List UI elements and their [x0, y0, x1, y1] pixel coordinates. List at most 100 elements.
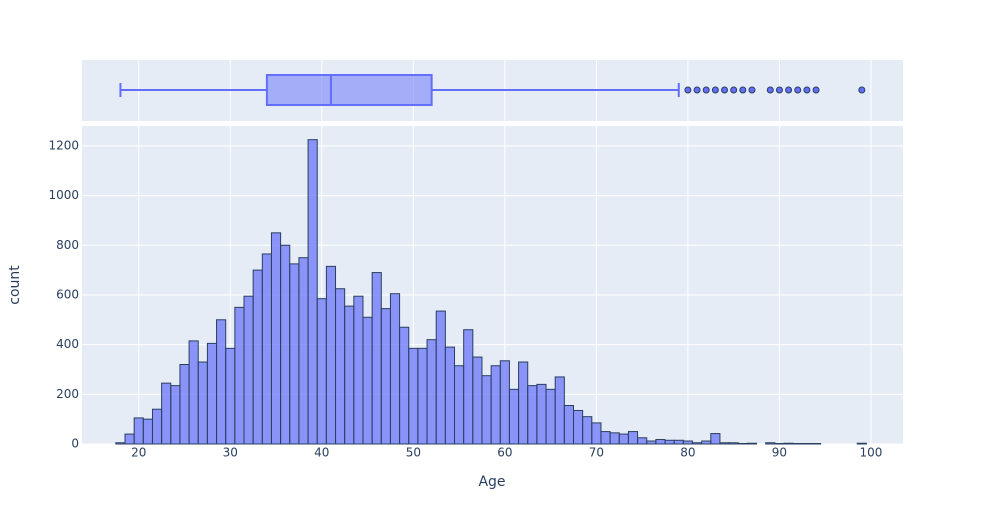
bar	[646, 440, 657, 445]
x-tick-label: 50	[406, 446, 421, 460]
bar	[261, 253, 272, 445]
marks: 0 200 400 600 800 1000 1200 20 30 40 50 60 70 80 90 100	[48, 60, 903, 460]
bar	[170, 385, 181, 445]
x-axis-title: Age	[478, 474, 505, 490]
bar	[161, 382, 172, 445]
bar	[563, 404, 575, 445]
bar	[682, 440, 693, 445]
bar	[179, 364, 190, 445]
bar	[188, 340, 199, 445]
bar	[710, 433, 721, 445]
bar	[508, 388, 520, 445]
bar	[133, 417, 144, 445]
outlier	[775, 86, 783, 94]
bar	[627, 431, 639, 445]
bar	[536, 383, 547, 445]
bar	[115, 442, 126, 445]
bar	[527, 385, 538, 445]
bar	[618, 433, 629, 445]
bar	[444, 346, 456, 445]
bar	[435, 310, 446, 445]
bar	[673, 439, 684, 445]
outlier	[812, 86, 820, 94]
x-tick-label: 100	[860, 446, 883, 460]
x-tick-label: 90	[772, 446, 787, 460]
y-tick-label: 400	[56, 337, 79, 351]
bar	[289, 263, 300, 445]
bar	[518, 361, 529, 445]
bar	[701, 440, 712, 445]
bar	[225, 347, 236, 445]
x-tick-label: 20	[131, 446, 146, 460]
bar	[463, 329, 474, 445]
bar	[280, 244, 291, 445]
outlier	[711, 86, 719, 94]
bar	[380, 308, 391, 445]
bar	[719, 442, 730, 445]
bar	[746, 442, 758, 445]
bar	[335, 288, 346, 445]
bar	[252, 269, 263, 445]
bar	[481, 375, 492, 445]
bar	[856, 442, 867, 445]
bar	[399, 326, 410, 445]
bar	[637, 437, 648, 445]
outlier	[794, 86, 802, 94]
x-tick-label: 40	[314, 446, 329, 460]
bar	[582, 416, 593, 445]
x-tick-label: 70	[589, 446, 604, 460]
bar	[600, 431, 611, 445]
outlier	[730, 86, 738, 94]
bar	[353, 295, 364, 445]
bar	[298, 257, 309, 445]
bar	[664, 439, 675, 445]
y-axis-title: count	[7, 265, 23, 305]
y-tick-label: 1000	[48, 188, 79, 202]
bar	[472, 356, 483, 445]
bar	[591, 422, 602, 445]
bar	[325, 265, 337, 445]
bar	[151, 408, 163, 445]
bar	[499, 360, 510, 445]
bar	[408, 347, 419, 445]
bar	[573, 409, 584, 445]
bar	[454, 365, 465, 445]
y-tick-label: 600	[56, 287, 79, 301]
bar	[197, 361, 208, 445]
bar	[783, 442, 794, 445]
bar	[389, 293, 401, 445]
outlier	[748, 86, 756, 94]
bar	[234, 306, 245, 445]
x-tick-label: 60	[497, 446, 512, 460]
bar	[124, 433, 135, 445]
outlier	[739, 86, 747, 94]
outlier	[858, 86, 866, 94]
bar	[216, 319, 227, 445]
bar	[206, 342, 218, 445]
outlier	[684, 86, 692, 94]
bar	[728, 442, 739, 445]
outlier	[721, 86, 729, 94]
bar	[316, 298, 327, 445]
bar	[344, 305, 355, 445]
bar	[554, 376, 565, 445]
outlier	[693, 86, 701, 94]
outlier	[803, 86, 811, 94]
outlier	[766, 86, 774, 94]
bar	[142, 418, 153, 445]
bar	[609, 432, 620, 445]
bar	[243, 295, 254, 445]
outlier	[702, 86, 710, 94]
bar	[691, 442, 703, 445]
y-tick-label: 0	[71, 437, 79, 451]
bar	[545, 388, 556, 445]
bar	[371, 272, 382, 445]
box	[265, 74, 433, 106]
y-tick-label: 1200	[48, 138, 79, 152]
y-tick-label: 200	[56, 387, 79, 401]
bar	[417, 347, 428, 445]
bar	[426, 339, 437, 445]
y-tick-label: 800	[56, 238, 79, 252]
bar	[490, 365, 501, 445]
